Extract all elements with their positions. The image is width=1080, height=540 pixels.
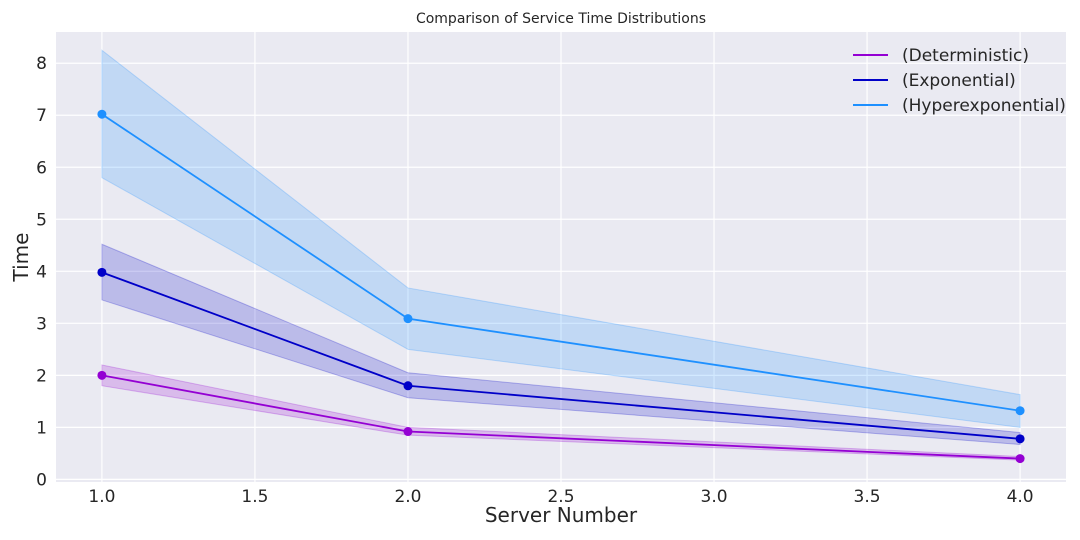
data-point	[1015, 406, 1025, 416]
legend-label: (Deterministic)	[902, 46, 1029, 66]
legend-label: (Exponential)	[902, 71, 1016, 91]
y-axis-label: Time	[9, 233, 33, 283]
y-tick-label: 0	[36, 470, 47, 490]
confidence-band	[101, 243, 1021, 446]
y-tick-label: 2	[36, 366, 47, 386]
x-tick-label: 2.5	[547, 487, 574, 507]
y-tick-label: 1	[36, 418, 47, 438]
data-point	[97, 267, 107, 277]
y-tick-label: 7	[36, 106, 47, 126]
y-tick-label: 6	[36, 158, 47, 178]
confidence-bands	[101, 49, 1021, 461]
series-points	[97, 109, 1025, 464]
x-tick-label: 1.0	[88, 487, 115, 507]
x-tick-label: 3.5	[854, 487, 881, 507]
data-point	[97, 370, 107, 380]
data-point	[403, 314, 413, 324]
legend-label: (Hyperexponential)	[902, 96, 1066, 116]
data-point	[1015, 454, 1025, 464]
legend: (Deterministic) (Exponential) (Hyperexpone…	[853, 46, 1066, 116]
y-tick-label: 8	[36, 54, 47, 74]
x-tick-labels: 1.0 1.5 2.0 2.5 3.0 3.5 4.0	[88, 487, 1033, 507]
x-tick-label: 4.0	[1007, 487, 1034, 507]
x-tick-label: 2.0	[394, 487, 421, 507]
y-tick-labels: 0 1 2 3 4 5 6 7 8	[36, 54, 47, 490]
data-point	[403, 427, 413, 437]
confidence-band	[101, 49, 1021, 428]
y-tick-label: 4	[36, 262, 47, 282]
y-tick-label: 3	[36, 314, 47, 334]
data-point	[1015, 434, 1025, 444]
x-tick-label: 3.0	[701, 487, 728, 507]
y-tick-label: 5	[36, 210, 47, 230]
x-axis-label: Server Number	[485, 503, 638, 527]
chart-title: Comparison of Service Time Distributions	[416, 11, 706, 27]
data-point	[403, 381, 413, 391]
x-tick-label: 1.5	[241, 487, 268, 507]
grid	[56, 32, 1066, 482]
data-point	[97, 109, 107, 119]
